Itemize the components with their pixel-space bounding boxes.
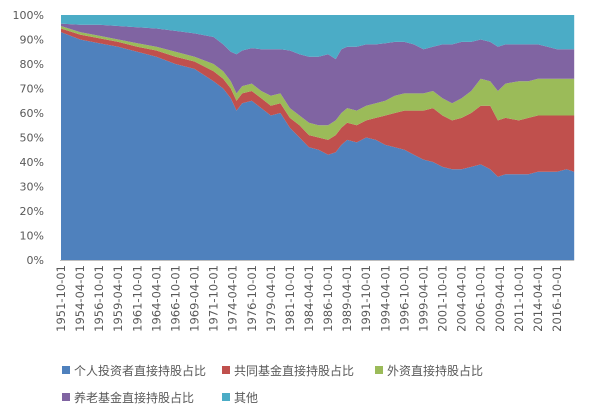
y-tick-label: 0% [27,254,44,267]
area-individual-investors [61,32,575,260]
legend-item-pension-funds: 养老基金直接持股占比 [62,389,194,405]
legend-item-mutual-funds: 共同基金直接持股占比 [222,362,354,378]
legend-swatch [62,366,70,374]
y-tick-label: 70% [20,83,44,96]
x-tick-label: 1961-10-01 [130,265,144,332]
area-mutual-funds [61,28,575,177]
area-pension-funds [61,23,575,126]
area-foreign-investors [61,26,575,140]
area-other [61,15,575,60]
x-tick-label: 1984-04-01 [302,265,316,332]
x-tick-label: 2006-10-01 [474,265,488,332]
legend-label: 其他 [234,390,259,405]
x-tick-label: 2001-10-01 [436,265,450,332]
x-tick-label: 1976-10-01 [245,265,259,332]
x-tick-label: 1994-04-01 [378,265,392,332]
y-tick-label: 80% [20,58,44,71]
y-tick-label: 90% [20,34,44,47]
x-tick-label: 1954-04-01 [73,265,87,332]
y-tick-label: 10% [20,230,44,243]
legend-item-other: 其他 [222,389,258,405]
x-tick-label: 1981-10-01 [283,265,297,332]
x-tick-label: 1959-04-01 [111,265,125,332]
x-tick-label: 1956-10-01 [92,265,106,332]
x-tick-label: 1996-10-01 [397,265,411,332]
y-tick-label: 20% [20,205,44,218]
y-tick-label: 50% [20,132,44,145]
x-tick-label: 1986-10-01 [321,265,335,332]
x-tick-label: 2014-04-01 [531,265,545,332]
x-tick-label: 1999-04-01 [417,265,431,332]
legend-item-individual-investors: 个人投资者直接持股占比 [62,362,206,378]
y-tick-label: 30% [20,181,44,194]
x-tick-label: 1971-10-01 [207,265,221,332]
x-tick-label: 1966-10-01 [169,265,183,332]
legend-label: 养老基金直接持股占比 [74,390,195,405]
legend-swatch [222,393,230,401]
x-tick-label: 1964-04-01 [149,265,163,332]
x-axis-tick-labels: 1951-10-01 1954-04-01 1956-10-01 1959-04-01… [54,265,564,332]
legend-swatch [62,393,70,401]
x-tick-label: 1991-10-01 [359,265,373,332]
x-tick-label: 1951-10-01 [54,265,68,332]
legend-label: 外资直接持股占比 [387,363,484,378]
x-tick-label: 1969-04-01 [188,265,202,332]
legend-item-foreign-investors: 外资直接持股占比 [375,362,483,378]
x-tick-label: 1974-04-01 [226,265,240,332]
y-tick-label: 100% [13,9,44,22]
x-tick-label: 2009-04-01 [493,265,507,332]
area-layer [61,15,575,260]
legend-label: 共同基金直接持股占比 [234,363,355,378]
legend-swatch [375,366,383,374]
legend-swatch [222,366,230,374]
y-axis-tick-labels: 0% 10% 20% 30% 40% 50% 60% 70% 80% 90% 100% [13,9,44,267]
x-tick-label: 1989-04-01 [340,265,354,332]
x-tick-label: 1979-04-01 [264,265,278,332]
x-tick-label: 2004-04-01 [455,265,469,332]
x-tick-label: 2011-10-01 [512,265,526,332]
y-tick-label: 40% [20,156,44,169]
y-tick-label: 60% [20,107,44,120]
x-tick-label: 2016-10-01 [550,265,564,332]
legend-label: 个人投资者直接持股占比 [74,363,207,378]
